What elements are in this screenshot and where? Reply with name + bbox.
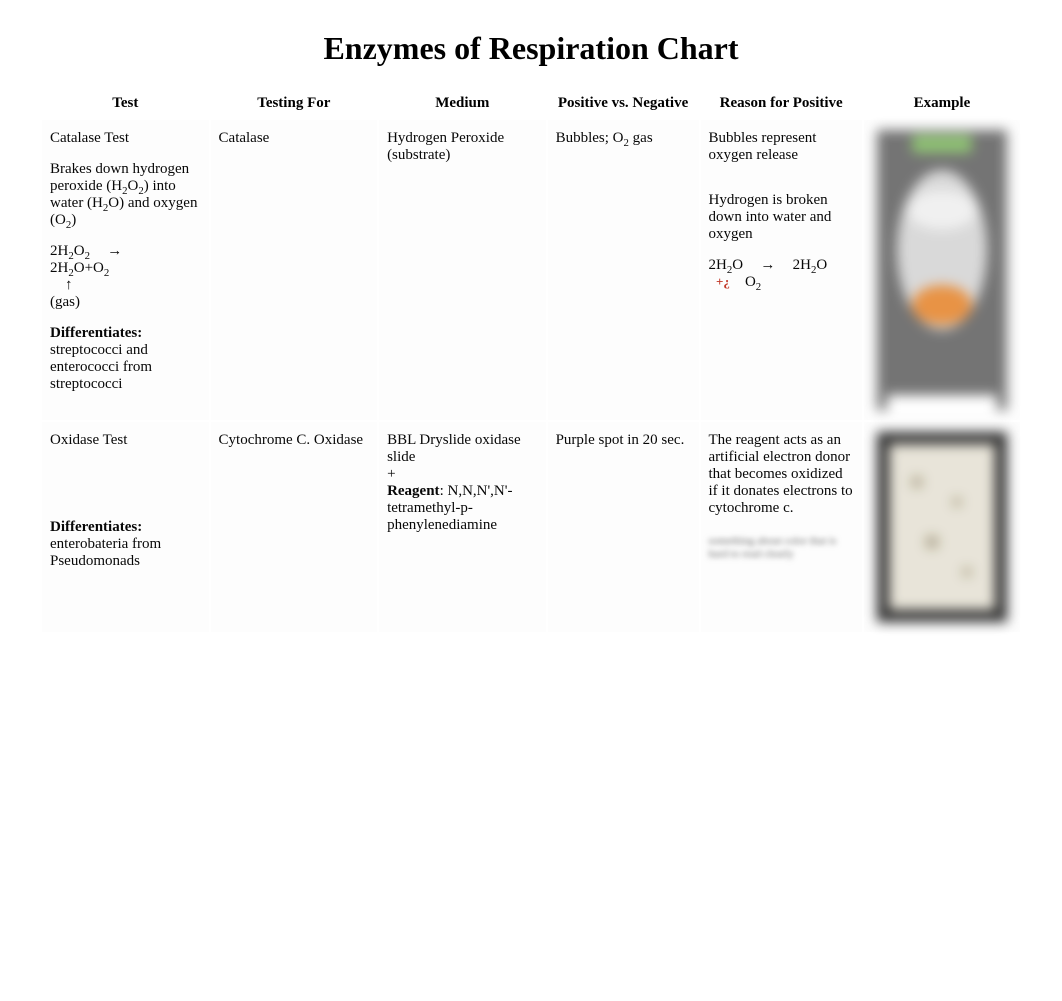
- header-example: Example: [864, 89, 1020, 118]
- catalase-example-image: [877, 130, 1007, 410]
- cell-medium: BBL Dryslide oxidase slide + Reagent: N,…: [379, 422, 546, 632]
- cell-test: Oxidase Test Differentiates: enterobater…: [42, 422, 209, 632]
- cell-posneg: Bubbles; O2 gas: [548, 120, 699, 420]
- cell-test: Catalase Test Brakes down hydrogen perox…: [42, 120, 209, 420]
- differentiates: Differentiates: enterobateria from Pseud…: [50, 519, 201, 570]
- table-row: Catalase Test Brakes down hydrogen perox…: [42, 120, 1020, 420]
- header-medium: Medium: [379, 89, 546, 118]
- test-equation: 2H2O2 → 2H2O+O2 ↑ (gas): [50, 243, 201, 311]
- header-posneg: Positive vs. Negative: [548, 89, 699, 118]
- oxidase-example-image: [877, 432, 1007, 622]
- cell-testingfor: Catalase: [211, 120, 378, 420]
- differentiates: Differentiates: streptococci and enteroc…: [50, 325, 201, 393]
- table-header-row: Test Testing For Medium Positive vs. Neg…: [42, 89, 1020, 118]
- header-reason: Reason for Positive: [701, 89, 862, 118]
- page-title: Enzymes of Respiration Chart: [40, 30, 1022, 67]
- table-row: Oxidase Test Differentiates: enterobater…: [42, 422, 1020, 632]
- cell-reason: The reagent acts as an artificial electr…: [701, 422, 862, 632]
- cell-example: [864, 120, 1020, 420]
- reason-equation: 2H2O → 2H2O +¿ O2: [709, 257, 854, 291]
- header-testingfor: Testing For: [211, 89, 378, 118]
- cell-example: [864, 422, 1020, 632]
- test-name: Catalase Test: [50, 130, 201, 147]
- header-test: Test: [42, 89, 209, 118]
- test-name: Oxidase Test: [50, 432, 201, 449]
- enzymes-chart-table: Test Testing For Medium Positive vs. Neg…: [40, 87, 1022, 634]
- cell-posneg: Purple spot in 20 sec.: [548, 422, 699, 632]
- cell-medium: Hydrogen Peroxide (substrate): [379, 120, 546, 420]
- cell-reason: Bubbles represent oxygen release Hydroge…: [701, 120, 862, 420]
- blurred-text: something about color that is hard to re…: [709, 535, 854, 561]
- cell-testingfor: Cytochrome C. Oxidase: [211, 422, 378, 632]
- test-description: Brakes down hydrogen peroxide (H2O2) int…: [50, 161, 201, 229]
